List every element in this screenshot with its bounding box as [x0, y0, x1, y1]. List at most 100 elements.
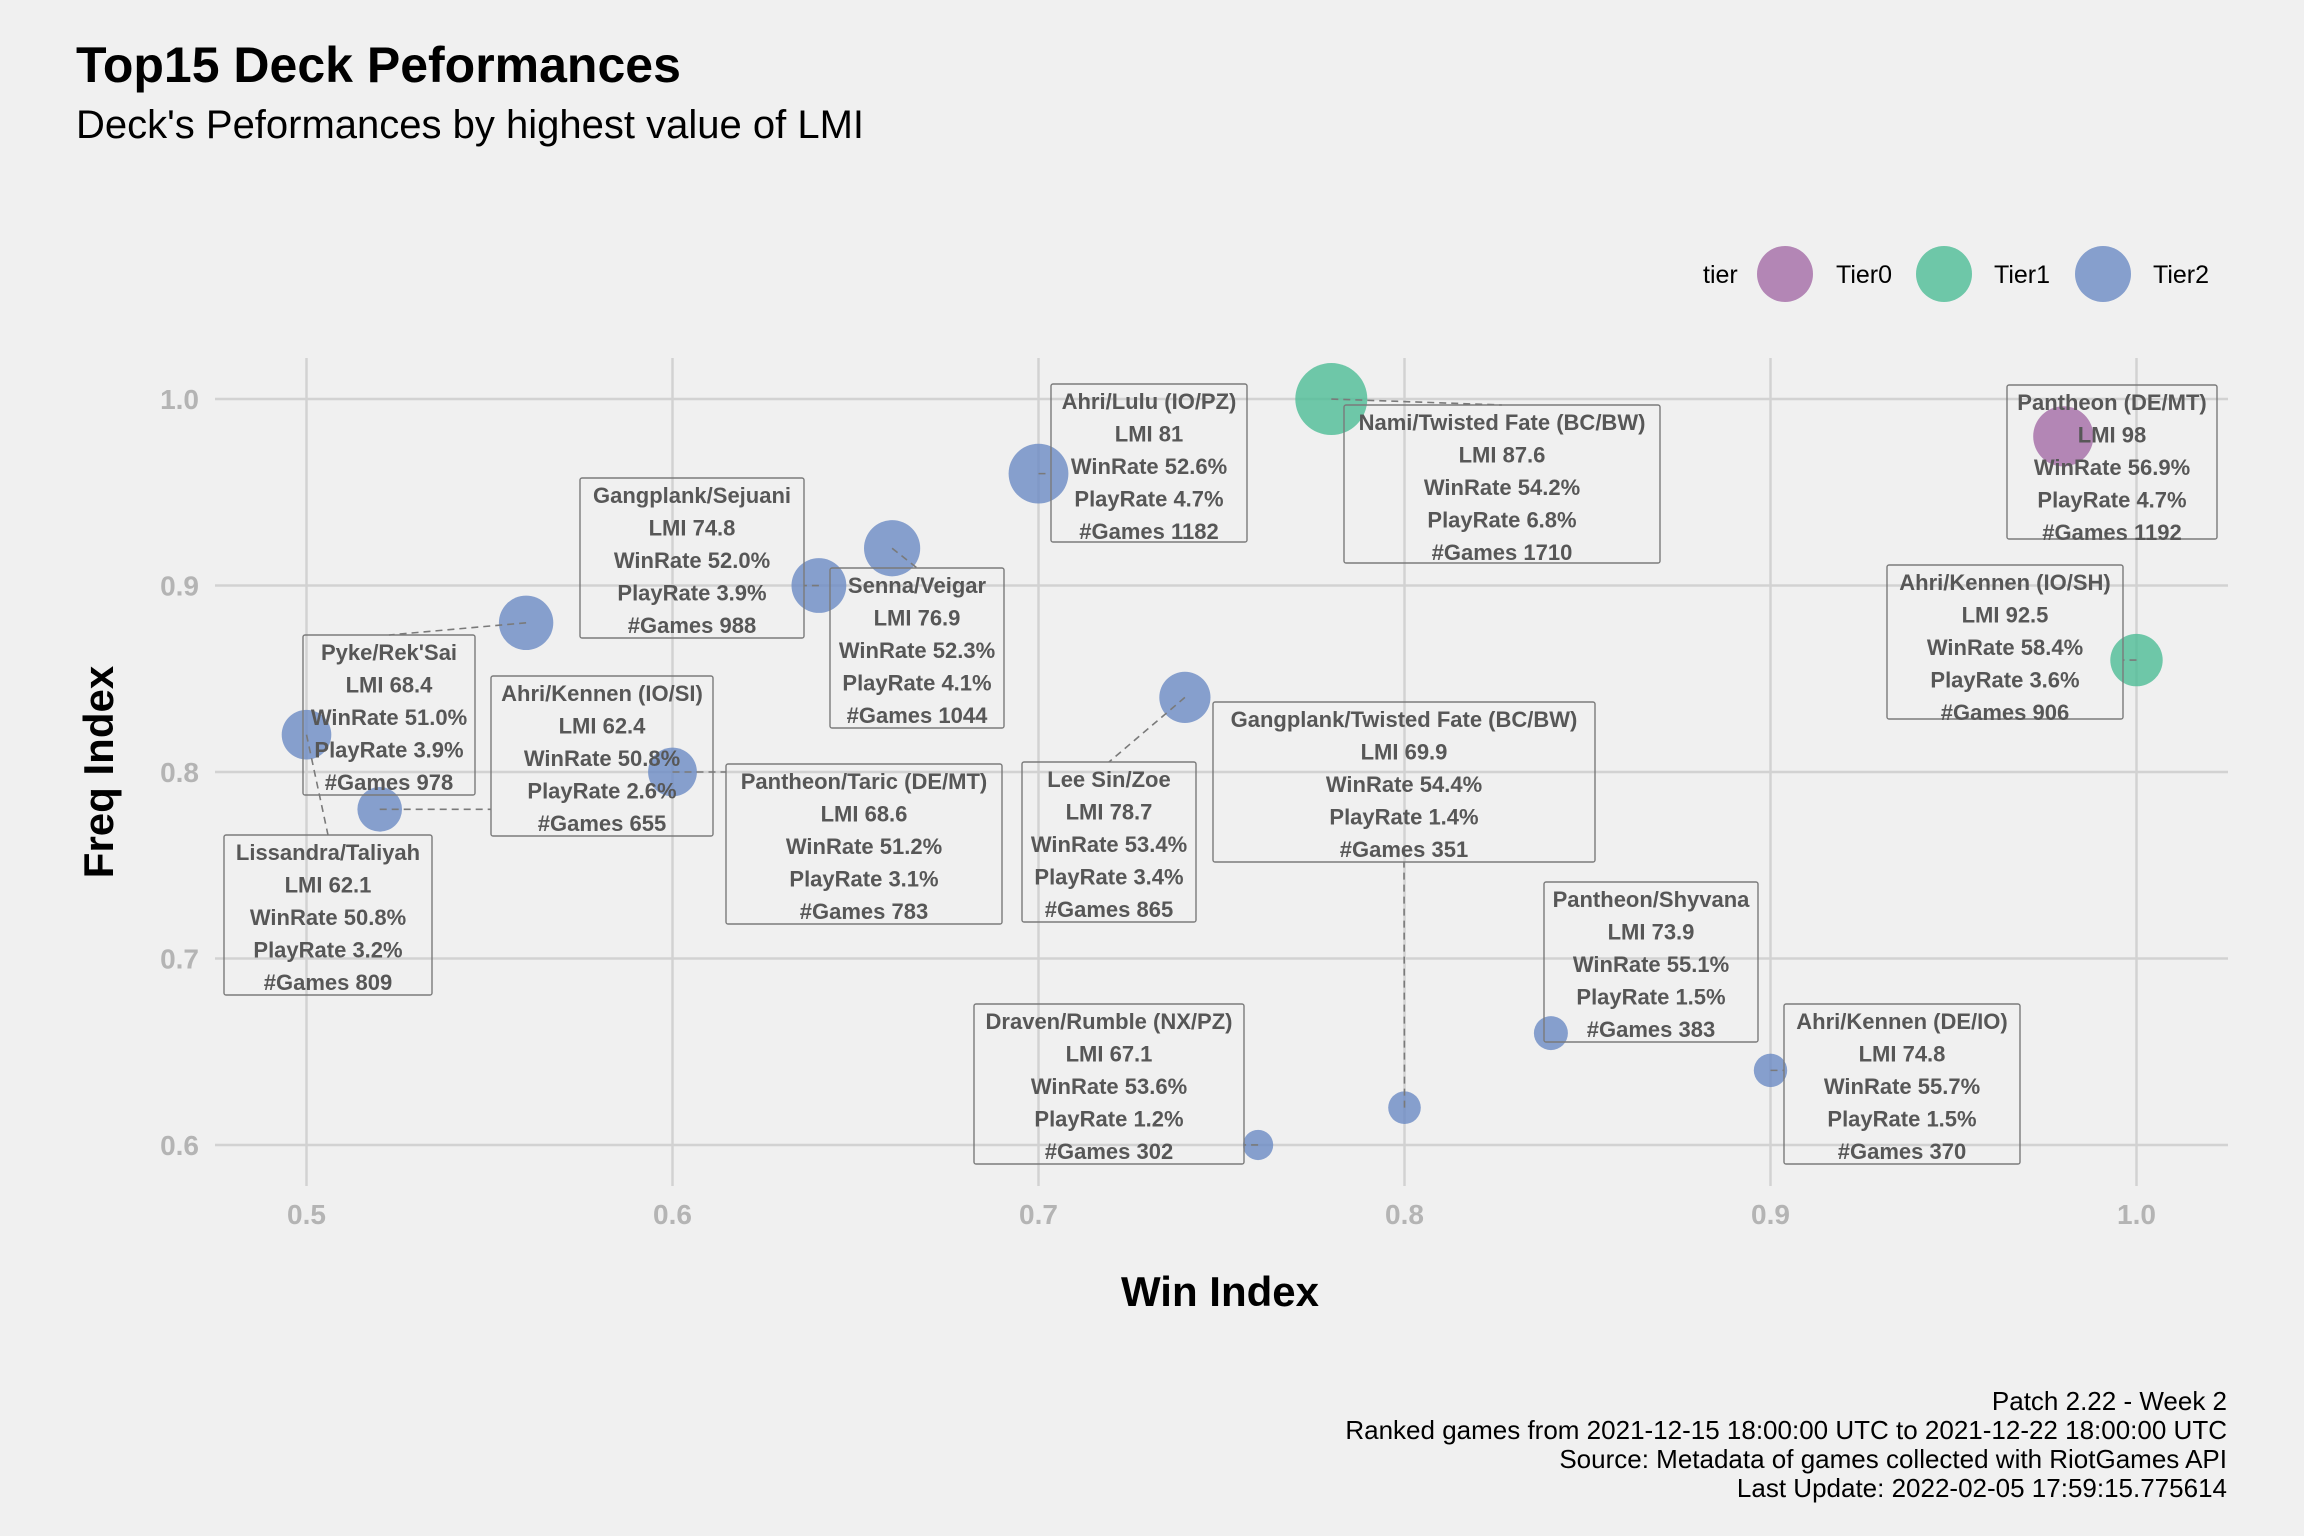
label-line: Ahri/Kennen (IO/SH): [1899, 570, 2110, 595]
label-box: [302, 634, 476, 796]
x-axis-title: Win Index: [1121, 1268, 1320, 1315]
label-line: #Games 978: [325, 770, 453, 795]
data-labels: Pantheon (DE/MT) LMI 98 WinRate 56.9% PlayR…: [223, 383, 2218, 1165]
label-line: LMI 98: [2078, 423, 2146, 448]
label-line: Pyke/Rek'Sai: [321, 640, 457, 665]
label-leaders: [305, 398, 2137, 1146]
legend-item-tier1: Tier1: [1916, 246, 2050, 302]
legend-key-tier0: [1757, 246, 1813, 302]
caption: Patch 2.22 - Week 2 Ranked games from 20…: [1345, 1386, 2227, 1503]
label-pantheon-de-mt: Pantheon (DE/MT) LMI 98 WinRate 56.9% PlayR…: [2006, 384, 2218, 545]
x-tick-label: 0.9: [1751, 1199, 1790, 1230]
point-pantheon-de-mt: [2033, 406, 2094, 467]
label-box: [2006, 384, 2218, 540]
label-line: WinRate 50.8%: [524, 746, 680, 771]
label-line: Lissandra/Taliyah: [236, 840, 420, 865]
leader-senna-veigar: [891, 547, 918, 569]
label-line: WinRate 53.4%: [1031, 832, 1187, 857]
label-ahri-lulu-io-pz: Ahri/Lulu (IO/PZ) LMI 81 WinRate 52.6% Play…: [1050, 383, 1248, 544]
label-line: Senna/Veigar: [848, 573, 987, 598]
point-pantheon-shyvana: [1533, 1016, 1568, 1051]
label-box: [725, 763, 1003, 925]
label-line: PlayRate 3.1%: [789, 867, 938, 892]
label-box: [223, 834, 433, 996]
label-box: [1783, 1003, 2021, 1165]
label-line: Ahri/Lulu (IO/PZ): [1062, 389, 1237, 414]
label-gangplank-twisted-fate-bc-bw: Gangplank/Twisted Fate (BC/BW) LMI 69.9 Wi…: [1212, 701, 1596, 863]
label-pantheon-taric-de-mt: Pantheon/Taric (DE/MT) LMI 68.6 WinRate 51…: [725, 763, 1003, 925]
axis-ticks: 0.5 0.6 0.7 0.8 0.9 1.0 0.6 0.7 0.8 0.9 1.0: [160, 384, 2156, 1230]
label-line: Ahri/Kennen (IO/SI): [501, 681, 703, 706]
y-tick-label: 0.8: [160, 757, 199, 788]
label-line: LMI 68.6: [821, 802, 908, 827]
label-line: LMI 67.1: [1066, 1042, 1153, 1067]
caption-line-2: Ranked games from 2021-12-15 18:00:00 UT…: [1345, 1415, 2227, 1445]
label-line: #Games 1044: [847, 703, 988, 728]
label-line: Gangplank/Twisted Fate (BC/BW): [1231, 707, 1578, 732]
label-line: #Games 783: [800, 899, 928, 924]
y-tick-label: 1.0: [160, 384, 199, 415]
label-line: WinRate 55.7%: [1824, 1074, 1980, 1099]
label-line: PlayRate 1.5%: [1576, 985, 1725, 1010]
chart-subtitle: Deck's Peformances by highest value of L…: [76, 103, 864, 147]
label-ahri-kennen-de-io: Ahri/Kennen (DE/IO) LMI 74.8 WinRate 55.7%…: [1783, 1003, 2021, 1165]
label-line: Pantheon/Shyvana: [1553, 887, 1751, 912]
caption-line-3: Source: Metadata of games collected with…: [1559, 1444, 2227, 1474]
label-lissandra-taliyah: Lissandra/Taliyah LMI 62.1 WinRate 50.8% Pl…: [223, 834, 433, 996]
label-line: #Games 351: [1340, 837, 1468, 862]
y-tick-label: 0.6: [160, 1130, 199, 1161]
label-line: LMI 62.4: [559, 714, 647, 739]
label-box: [829, 567, 1005, 729]
label-pantheon-shyvana: Pantheon/Shyvana LMI 73.9 WinRate 55.1% Pla…: [1543, 881, 1759, 1043]
label-line: PlayRate 3.9%: [617, 581, 766, 606]
label-line: #Games 1192: [2042, 520, 2181, 545]
label-line: PlayRate 3.9%: [314, 738, 463, 763]
legend-item-tier0: Tier0: [1757, 246, 1892, 302]
label-box: [1886, 564, 2124, 720]
label-line: WinRate 51.0%: [311, 705, 467, 730]
label-line: LMI 68.4: [346, 673, 434, 698]
label-box: [1050, 383, 1248, 543]
label-line: PlayRate 4.7%: [2037, 488, 2186, 513]
label-line: LMI 87.6: [1459, 443, 1546, 468]
label-line: LMI 69.9: [1361, 740, 1448, 765]
label-line: PlayRate 4.1%: [842, 671, 991, 696]
label-pyke-rek-sai: Pyke/Rek'Sai LMI 68.4 WinRate 51.0% PlayRat…: [302, 634, 476, 796]
legend-key-tier2: [2075, 246, 2131, 302]
label-line: #Games 655: [538, 811, 666, 836]
leader-nami-twisted-fate-bc-bw: [1331, 398, 1503, 406]
label-line: WinRate 53.6%: [1031, 1074, 1187, 1099]
label-line: Gangplank/Sejuani: [593, 483, 791, 508]
label-line: LMI 62.1: [285, 873, 372, 898]
x-tick-label: 0.8: [1385, 1199, 1424, 1230]
y-tick-label: 0.9: [160, 571, 199, 602]
label-line: #Games 906: [1941, 700, 2069, 725]
x-tick-label: 0.5: [287, 1199, 326, 1230]
legend: tier Tier0 Tier1 Tier2: [1703, 246, 2209, 302]
label-line: WinRate 55.1%: [1573, 952, 1729, 977]
x-tick-label: 0.6: [653, 1199, 692, 1230]
label-lee-sin-zoe: Lee Sin/Zoe LMI 78.7 WinRate 53.4% PlayRate…: [1021, 761, 1197, 923]
label-line: WinRate 52.6%: [1071, 454, 1227, 479]
label-line: Pantheon/Taric (DE/MT): [741, 769, 988, 794]
label-ahri-kennen-io-si: Ahri/Kennen (IO/SI) LMI 62.4 WinRate 50.8%…: [490, 675, 714, 837]
chart-title: Top15 Deck Peformances: [76, 37, 681, 93]
label-line: PlayRate 4.7%: [1074, 487, 1223, 512]
label-ahri-kennen-io-sh: Ahri/Kennen (IO/SH) LMI 92.5 WinRate 58.4%…: [1886, 564, 2124, 725]
label-line: WinRate 50.8%: [250, 905, 406, 930]
label-box: [579, 477, 805, 639]
label-senna-veigar: Senna/Veigar LMI 76.9 WinRate 52.3% PlayRat…: [829, 567, 1005, 729]
label-line: LMI 78.7: [1066, 800, 1153, 825]
legend-label-tier2: Tier2: [2153, 261, 2209, 289]
label-line: #Games 865: [1045, 897, 1173, 922]
legend-item-tier2: Tier2: [2075, 246, 2209, 302]
label-box: [490, 675, 714, 837]
label-line: PlayRate 1.5%: [1827, 1107, 1976, 1132]
label-line: Pantheon (DE/MT): [2017, 390, 2206, 415]
label-line: PlayRate 3.4%: [1034, 865, 1183, 890]
label-line: LMI 74.8: [1859, 1042, 1946, 1067]
x-tick-label: 0.7: [1019, 1199, 1058, 1230]
label-gangplank-sejuani: Gangplank/Sejuani LMI 74.8 WinRate 52.0% Pl…: [579, 477, 805, 639]
leader-pyke-rek-sai: [388, 622, 527, 636]
